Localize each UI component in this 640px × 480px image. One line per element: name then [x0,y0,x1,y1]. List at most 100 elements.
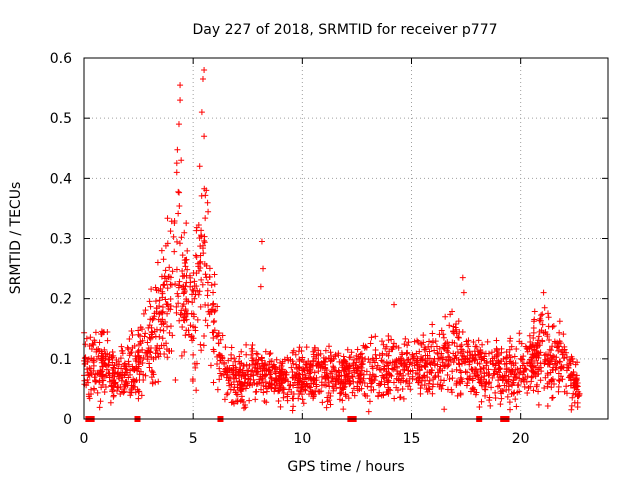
data-point [420,332,427,339]
data-point [493,360,500,367]
data-point [525,385,532,392]
data-point [211,317,218,324]
data-point [219,332,226,339]
data-point [548,384,555,391]
data-point [195,263,202,270]
data-point [537,377,544,384]
data-point [393,368,400,375]
data-point [141,333,148,340]
data-point [429,390,436,397]
data-point [104,337,111,344]
data-point [281,374,288,381]
data-point [557,359,564,366]
data-point [217,357,224,364]
data-point [171,248,178,255]
data-point [405,383,412,390]
y-tick-label: 0.6 [50,51,72,67]
data-point [561,346,568,353]
data-point [430,376,437,383]
data-point [110,392,117,399]
data-point [126,336,133,343]
data-point [445,360,452,367]
data-point [183,220,190,227]
data-point [508,391,515,398]
data-point [550,323,557,330]
data-point [462,368,469,375]
data-point [139,326,146,333]
data-point [189,337,196,344]
data-point [119,374,126,381]
data-point [499,373,506,380]
data-point [385,333,392,340]
data-point [552,361,559,368]
data-point [115,365,122,372]
data-point [539,311,546,318]
data-point [541,352,548,359]
data-point [204,322,211,329]
data-point [226,367,233,374]
data-point [567,373,574,380]
data-point [548,395,555,402]
data-point [192,324,199,331]
data-point [363,344,370,351]
data-point [534,371,541,378]
data-point [318,373,325,380]
data-point [228,399,235,406]
data-point [429,339,436,346]
data-point [466,361,473,368]
data-point [485,372,492,379]
data-point [242,385,249,392]
data-point [544,355,551,362]
data-point [366,375,373,382]
data-point [457,367,464,374]
data-point [145,324,152,331]
data-point [346,362,353,369]
data-point [216,365,223,372]
data-point [379,372,386,379]
data-point [300,400,307,407]
data-point [287,381,294,388]
data-point [146,298,153,305]
data-point [561,354,568,361]
data-point [223,365,230,372]
data-point [397,355,404,362]
data-point [211,271,218,278]
data-point [86,395,93,402]
data-point [96,379,103,386]
data-point [511,371,518,378]
data-point [429,330,436,337]
data-point [537,317,544,324]
data-point [481,373,488,380]
data-point [506,352,513,359]
data-point [426,348,433,355]
data-point [175,300,182,307]
data-point [517,365,524,372]
data-point [98,384,105,391]
data-point [358,364,365,371]
data-point [157,318,164,325]
data-point [197,303,204,310]
data-point [185,331,192,338]
data-point [253,350,260,357]
data-point [478,398,485,405]
data-point [193,227,200,234]
data-point [275,387,282,394]
data-point [225,377,232,384]
data-point [384,371,391,378]
data-point [105,362,112,369]
data-point [560,331,567,338]
data-point [83,335,90,342]
data-point [166,273,173,280]
data-point [424,388,431,395]
data-point [249,341,256,348]
data-point-peak [201,133,208,140]
data-point [81,355,88,362]
data-point [530,334,537,341]
data-point-peak [199,76,206,83]
data-point [142,330,149,337]
data-point [454,392,461,399]
data-point [230,362,237,369]
data-point [135,363,142,370]
data-point [132,353,139,360]
data-point [394,387,401,394]
